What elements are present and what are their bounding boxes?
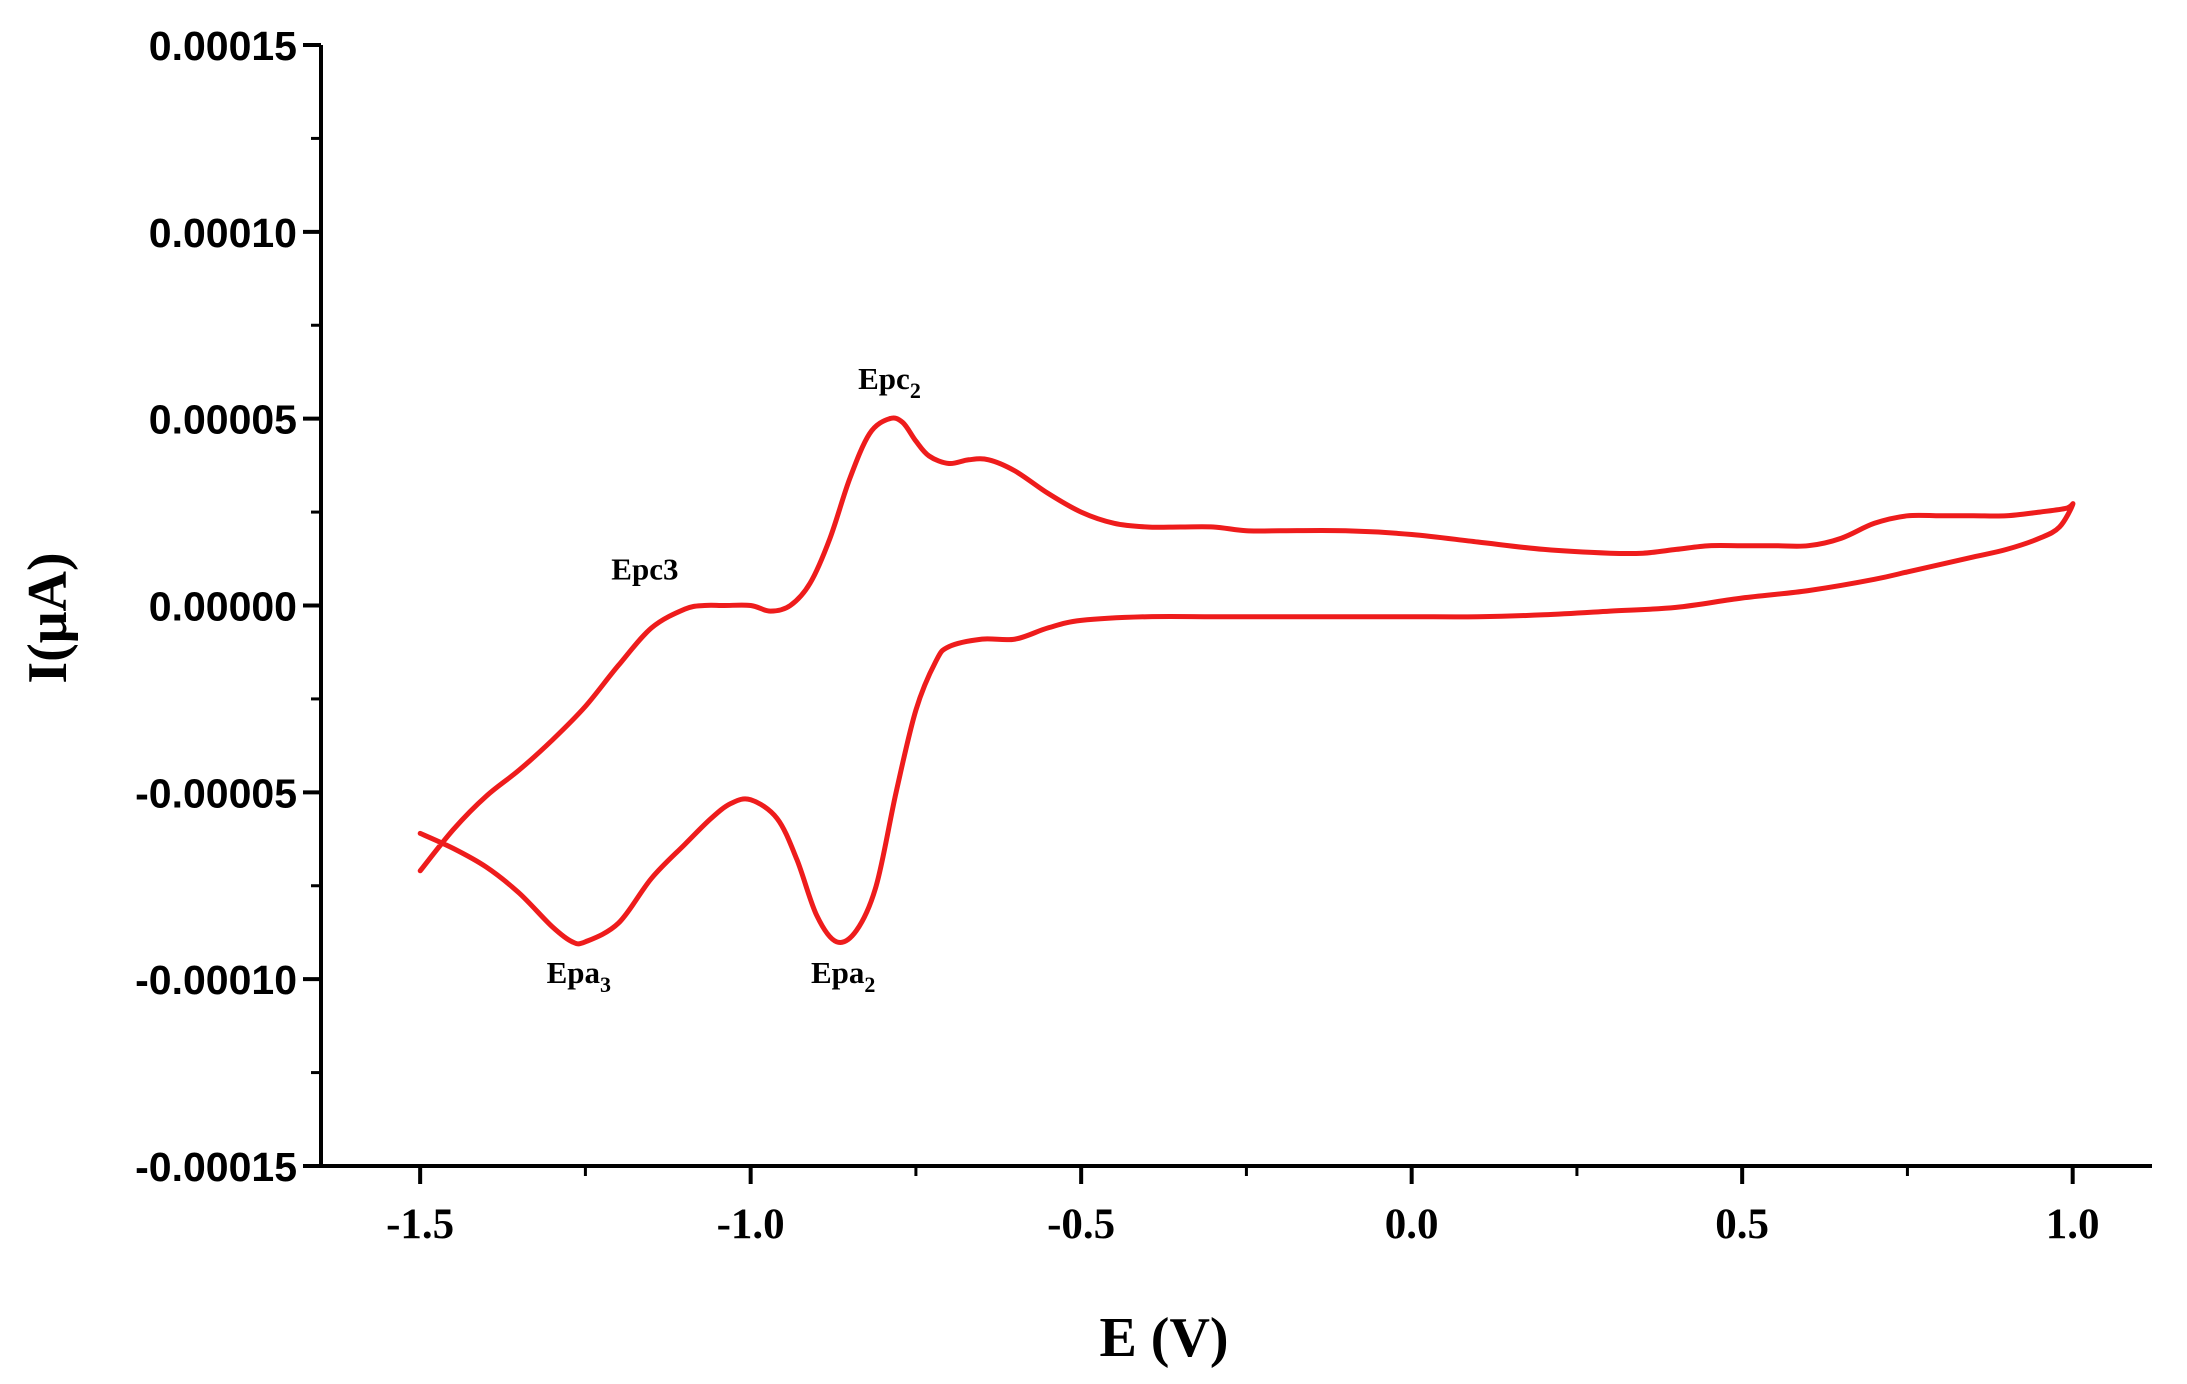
y-tick-label: -0.00010 — [135, 957, 297, 1003]
y-tick-label: 0.00015 — [149, 23, 297, 69]
peak-label: Epc2 — [858, 361, 921, 403]
x-tick-label: 0.5 — [1715, 1201, 1769, 1248]
y-tick-label: 0.00005 — [149, 397, 297, 443]
y-tick-label: 0.00010 — [149, 210, 297, 256]
x-tick-label: -0.5 — [1047, 1201, 1115, 1248]
x-tick-label: 0.0 — [1385, 1201, 1439, 1248]
y-axis-title: I(μA) — [17, 552, 79, 683]
peak-label: Epa2 — [811, 955, 875, 997]
y-tick-label: 0.00000 — [149, 584, 297, 630]
x-tick-label: 1.0 — [2046, 1201, 2100, 1248]
y-tick-label: -0.00005 — [135, 770, 297, 816]
x-tick-label: -1.0 — [717, 1201, 785, 1248]
x-tick-label: -1.5 — [386, 1201, 454, 1248]
x-axis-title: E (V) — [1099, 1307, 1228, 1369]
y-tick-label: -0.00015 — [135, 1144, 297, 1190]
peak-label: Epc3 — [611, 551, 678, 586]
peak-label: Epa3 — [547, 955, 611, 997]
cv-curve — [417, 415, 2076, 947]
